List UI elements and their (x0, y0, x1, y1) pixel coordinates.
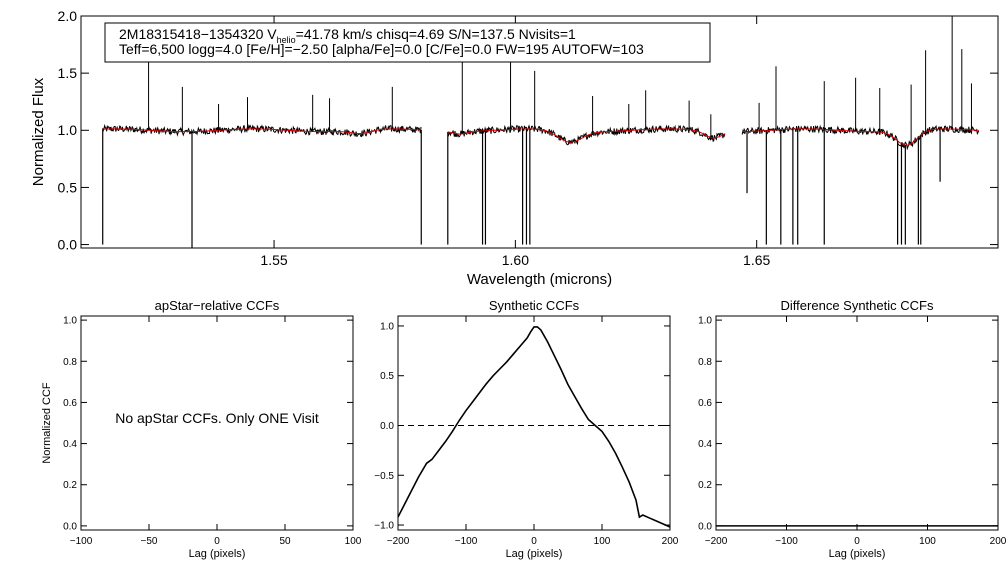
x-tick-label: 0 (214, 536, 220, 547)
info-line-2: Teff=6,500 logg=4.0 [Fe/H]=−2.50 [alpha/… (119, 41, 644, 57)
chart-title: Synthetic CCFs (489, 298, 580, 313)
difference-ccf-panel: −200 −100 0 100 200 0.0 0.2 0.4 0.6 0.8 1.0 Differe… (698, 298, 1007, 560)
x-tick-label: −50 (141, 536, 158, 547)
y-tick-label: 0.5 (58, 179, 78, 195)
synthetic-ccf-panel: −200 −100 0 100 200 −1.0 −0.5 0.0 0.5 1.0 Syntheti… (374, 298, 679, 560)
x-axis-label: Lag (pixels) (506, 548, 563, 560)
x-tick-label: −200 (387, 536, 410, 547)
model-spectrum-line (447, 128, 726, 143)
y-tick-label: 0.0 (698, 521, 712, 532)
y-tick-label: 0.2 (63, 480, 77, 491)
info-line-1-end: =41.78 km/s chisq=4.69 S/N=137.5 Nvisits… (296, 26, 576, 42)
x-tick-label: 100 (345, 536, 362, 547)
x-axis-label: Lag (pixels) (829, 548, 886, 560)
y-tick-label: 0.6 (63, 398, 77, 409)
y-tick-label: 1.0 (58, 122, 78, 138)
x-tick-label: 1.55 (260, 252, 287, 268)
x-tick-label: 200 (662, 536, 679, 547)
y-tick-label: 2.0 (58, 8, 78, 24)
synthetic-ccf-line (397, 326, 671, 528)
y-tick-label: 1.0 (380, 321, 394, 332)
observed-spectrum-line (447, 124, 726, 146)
y-tick-label: 0.0 (380, 421, 394, 432)
x-tick-label: 200 (990, 536, 1007, 547)
plot-frame (715, 315, 999, 531)
info-box-frame (104, 22, 711, 63)
y-tick-label: −0.5 (374, 471, 394, 482)
y-tick-label: −1.0 (374, 521, 394, 532)
model-spectrum-line (742, 128, 979, 146)
no-ccf-message: No apStar CCFs. Only ONE Visit (115, 410, 319, 426)
x-tick-label: 0 (531, 536, 537, 547)
model-spectrum-line (102, 128, 422, 135)
x-tick-label: −100 (70, 536, 93, 547)
y-tick-label: 0.5 (380, 371, 394, 382)
chart-title: apStar−relative CCFs (155, 298, 280, 313)
x-tick-label: −100 (775, 536, 798, 547)
x-tick-label: 50 (279, 536, 291, 547)
chart-title: Difference Synthetic CCFs (781, 298, 934, 313)
apstar-ccf-panel: −100 −50 0 50 100 0.0 0.2 0.4 0.6 0.8 1.0 apStar−re… (41, 298, 362, 560)
y-tick-label: 0.8 (63, 357, 77, 368)
info-box: 2M18315418−1354320 Vhelio=41.78 km/s chi… (104, 22, 711, 63)
y-axis-label: Normalized CCF (41, 382, 53, 464)
spectrum-panel: 1.55 1.60 1.65 0.0 0.5 1.0 1.5 2.0 Wavelength (m… (30, 8, 999, 288)
y-tick-label: 0.4 (63, 439, 77, 450)
y-tick-label: 0.0 (58, 236, 78, 252)
y-tick-label: 0.0 (63, 521, 77, 532)
y-tick-label: 0.6 (698, 398, 712, 409)
x-tick-label: 1.65 (743, 252, 770, 268)
x-tick-label: 1.60 (502, 252, 529, 268)
y-axis-label: Normalized Flux (30, 77, 47, 186)
x-tick-label: 100 (594, 536, 611, 547)
plot-frame (80, 15, 999, 249)
info-line-1-start: 2M18315418−1354320 V (119, 26, 277, 42)
info-line-1: 2M18315418−1354320 Vhelio=41.78 km/s chi… (119, 26, 576, 45)
x-axis-label: Wavelength (microns) (467, 271, 612, 288)
x-tick-label: 0 (854, 536, 860, 547)
plot-frame (80, 315, 354, 531)
y-tick-label: 0.2 (698, 480, 712, 491)
x-tick-label: 100 (919, 536, 936, 547)
y-tick-label: 0.8 (698, 357, 712, 368)
x-tick-label: −200 (705, 536, 728, 547)
y-tick-label: 1.0 (698, 316, 712, 327)
observed-spectrum-line (102, 123, 422, 138)
info-line-1-subscript: helio (277, 35, 296, 45)
plot-frame (397, 315, 671, 531)
y-tick-label: 0.4 (698, 439, 712, 450)
y-tick-label: 1.0 (63, 316, 77, 327)
y-tick-label: 1.5 (58, 65, 78, 81)
x-axis-label: Lag (pixels) (189, 548, 246, 560)
x-tick-label: −100 (455, 536, 478, 547)
